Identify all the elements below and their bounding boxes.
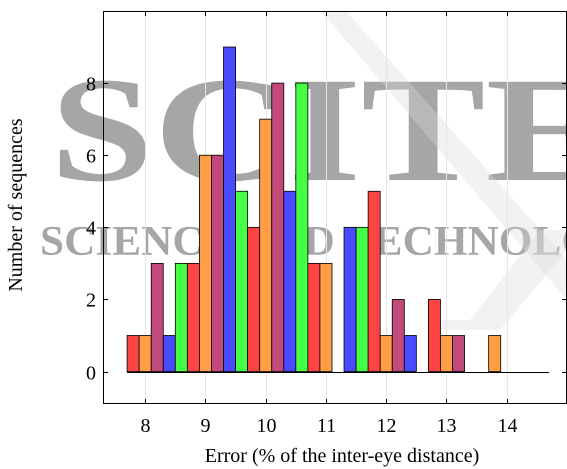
watermark-logo-shape-2 <box>430 230 567 330</box>
bar-2 <box>150 262 164 372</box>
y-tick-label-6: 6 <box>86 146 96 168</box>
x-tick-label-9: 9 <box>201 415 211 437</box>
bar-17 <box>343 226 357 372</box>
bar-18 <box>355 226 369 372</box>
bar-7 <box>211 154 224 372</box>
bar-13 <box>283 190 297 372</box>
bar-5 <box>186 262 200 372</box>
bar-25 <box>452 335 465 372</box>
x-axis-label: Error (% of the inter-eye distance) <box>205 445 479 467</box>
bar-4 <box>174 262 188 372</box>
bar-3 <box>162 335 176 372</box>
y-tick-label-8: 8 <box>86 74 96 96</box>
x-tick-label-10: 10 <box>257 415 277 437</box>
x-tick-label-8: 8 <box>141 415 151 437</box>
x-tick-label-14: 14 <box>498 415 518 437</box>
y-tick-label-0: 0 <box>86 363 96 385</box>
y-axis-ticks: 0 2 4 6 8 <box>86 74 567 385</box>
y-tick-label-4: 4 <box>86 218 96 240</box>
bar-9 <box>235 190 249 372</box>
bar-15 <box>307 262 321 372</box>
bars <box>126 46 502 372</box>
bar-16 <box>319 262 333 372</box>
x-tick-label-13: 13 <box>437 415 457 437</box>
bar-21 <box>391 299 405 372</box>
bar-10 <box>247 226 261 372</box>
bar-0 <box>126 335 140 372</box>
bar-23 <box>428 299 441 372</box>
bar-1 <box>138 335 152 372</box>
bar-26 <box>488 335 502 372</box>
bar-20 <box>379 335 393 372</box>
bar-24 <box>440 335 453 372</box>
y-tick-label-2: 2 <box>86 290 96 312</box>
bar-19 <box>367 190 381 372</box>
bar-11 <box>259 118 273 372</box>
y-axis-label: Number of sequences <box>5 118 27 291</box>
bar-22 <box>403 335 417 372</box>
watermark-logo-shape <box>320 10 567 300</box>
x-axis-ticks: 8 9 10 11 12 13 14 <box>141 11 518 437</box>
bar-6 <box>199 154 212 372</box>
watermark-title: SCITE <box>50 47 567 213</box>
bar-14 <box>295 82 309 372</box>
x-tick-label-12: 12 <box>377 415 397 437</box>
bar-12 <box>271 82 285 372</box>
bar-8 <box>223 46 236 372</box>
x-tick-label-11: 11 <box>317 415 336 437</box>
